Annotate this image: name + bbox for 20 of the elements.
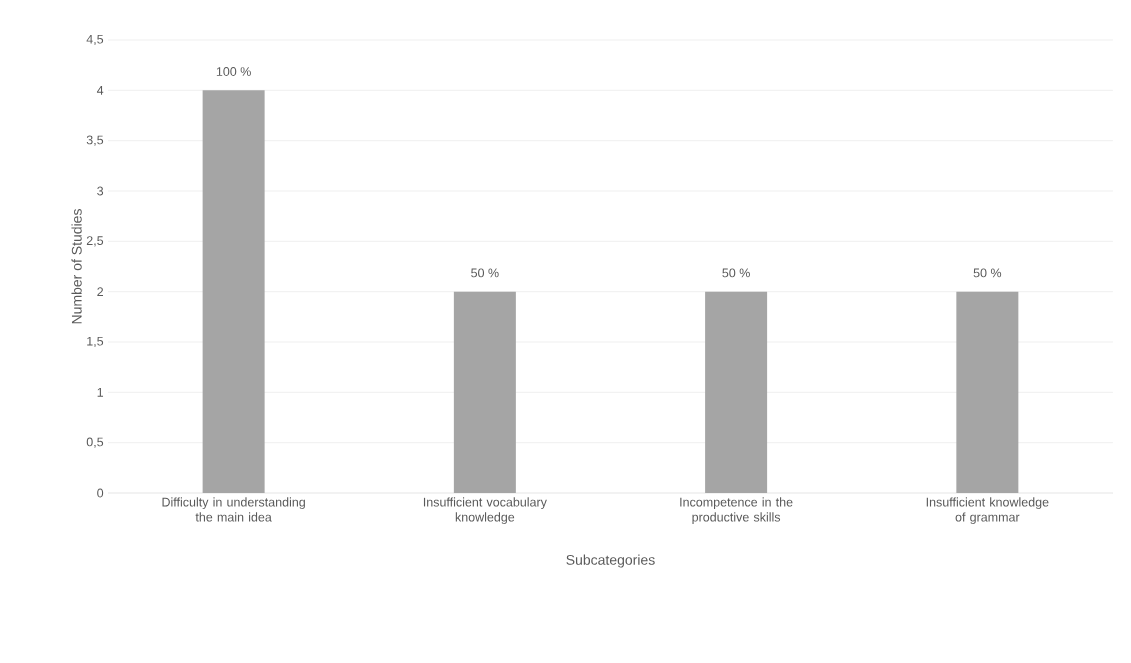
x-axis-title: Subcategories [566, 554, 655, 568]
y-tick-label: 4,5 [86, 34, 104, 46]
x-tick-label: Insufficient vocabulary knowledge [423, 497, 547, 525]
y-tick-label: 4 [96, 86, 104, 95]
annotation: 100 % [216, 67, 251, 76]
y-tick-label: 3 [97, 186, 104, 196]
x-tick-label: Insufficient knowledge of grammar [926, 497, 1049, 525]
y-tick-label: 0 [97, 488, 104, 498]
y-tick-label: 2,5 [86, 236, 104, 247]
y-tick-label: 2 [97, 287, 104, 297]
y-tick-label: 0,5 [86, 437, 104, 448]
x-tick-label: Difficulty in understanding the main idea [162, 497, 305, 522]
annotation: 50 % [471, 268, 499, 278]
y-axis-title: Number of Studies [71, 209, 82, 324]
annotation: 50 % [722, 268, 750, 278]
y-tick-label: 1,5 [87, 336, 104, 348]
y-tick-label: 3,5 [86, 135, 104, 146]
x-tick-label: Incompetence in the productive skills [680, 497, 793, 525]
y-tick-label: 1 [97, 388, 104, 397]
annotation: 50 % [973, 268, 1002, 278]
